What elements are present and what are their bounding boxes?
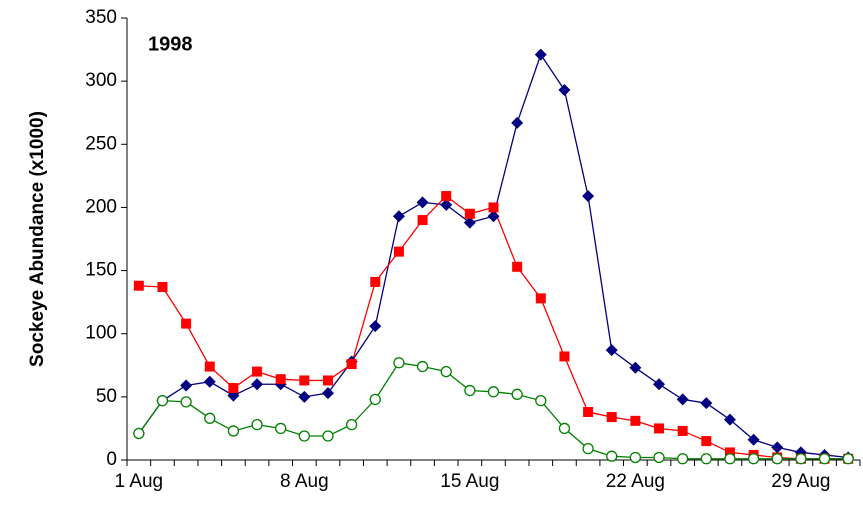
point (535, 394, 547, 407)
point (701, 436, 712, 447)
point (559, 351, 570, 362)
point (157, 281, 168, 292)
point (228, 383, 239, 394)
point (511, 116, 524, 129)
point (252, 366, 263, 377)
y-tick-label: 250 (85, 133, 117, 154)
y-tick-label: 200 (85, 196, 117, 217)
point (606, 412, 617, 423)
point (204, 412, 216, 424)
point (393, 357, 405, 369)
point (181, 318, 192, 329)
point (441, 191, 452, 202)
point (227, 425, 240, 437)
point (677, 453, 689, 465)
point (512, 261, 523, 272)
point (653, 451, 665, 464)
point (747, 453, 760, 465)
point (298, 430, 310, 442)
point (747, 433, 760, 446)
point (275, 422, 287, 435)
y-axis-label: Sockeye Abundance (x1000) (27, 111, 48, 367)
point (369, 320, 382, 333)
point (487, 386, 500, 398)
point (416, 196, 429, 209)
point (464, 384, 476, 397)
point (298, 390, 311, 403)
point (724, 447, 735, 458)
point (654, 423, 665, 434)
point (582, 190, 595, 203)
x-tick-label: 1 Aug (115, 471, 164, 492)
point (677, 425, 688, 436)
series-line (138, 195, 849, 460)
point (487, 210, 500, 223)
point (535, 293, 546, 304)
point (203, 375, 216, 388)
point (321, 387, 334, 400)
y-tick-label: 100 (85, 323, 117, 344)
point (700, 397, 713, 410)
point (724, 453, 736, 465)
y-tick-label: 50 (96, 386, 117, 407)
point (818, 453, 831, 465)
point (676, 393, 689, 406)
point (771, 441, 784, 454)
point (583, 407, 594, 418)
point (771, 453, 783, 465)
point (630, 415, 641, 426)
point (629, 451, 642, 464)
point (795, 453, 807, 465)
point (416, 360, 429, 373)
point (723, 413, 736, 426)
point (606, 450, 618, 462)
point (417, 215, 428, 226)
point (605, 344, 618, 357)
point (180, 396, 192, 408)
point (251, 378, 264, 391)
point (653, 378, 666, 391)
point (204, 361, 215, 372)
y-tick-label: 0 (106, 449, 117, 470)
point (700, 453, 712, 465)
point (275, 374, 286, 385)
annotation: 1998 (148, 33, 193, 55)
x-tick-label: 15 Aug (440, 471, 499, 492)
point (440, 365, 452, 378)
point (251, 418, 263, 431)
point (322, 375, 333, 386)
point (558, 83, 571, 96)
point (558, 422, 571, 435)
y-tick-label: 150 (85, 260, 117, 281)
point (322, 430, 334, 442)
point (370, 276, 381, 287)
point (345, 418, 358, 431)
series-line (138, 362, 849, 460)
point (369, 393, 381, 406)
point (629, 361, 642, 374)
point (464, 208, 475, 219)
point (842, 453, 854, 465)
point (511, 388, 523, 400)
point (393, 246, 404, 257)
point (346, 359, 357, 370)
point (133, 280, 144, 291)
x-tick-label: 29 Aug (771, 471, 830, 492)
x-tick-label: 22 Aug (606, 471, 665, 492)
point (133, 427, 145, 440)
point (463, 216, 476, 229)
point (180, 379, 193, 392)
point (392, 210, 405, 223)
point (156, 394, 169, 407)
y-tick-label: 350 (85, 7, 117, 28)
point (488, 202, 499, 213)
x-tick-label: 8 Aug (280, 471, 329, 492)
point (440, 198, 453, 211)
y-tick-label: 300 (85, 70, 117, 91)
point (582, 442, 594, 455)
point (299, 375, 310, 386)
point (534, 48, 547, 61)
